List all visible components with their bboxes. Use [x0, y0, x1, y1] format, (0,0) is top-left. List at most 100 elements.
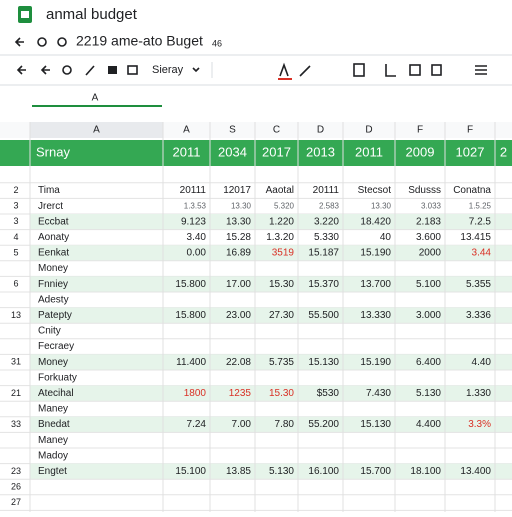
menu-icon[interactable] [475, 65, 487, 75]
name-box[interactable]: A [92, 93, 99, 104]
cell: 17.00 [226, 279, 251, 290]
cell: 5.130 [269, 466, 294, 477]
format-icon[interactable] [108, 66, 117, 74]
row-highlight [30, 354, 512, 370]
merge-icon[interactable] [385, 64, 396, 77]
cell: 1.3.20 [266, 232, 294, 243]
cell: $530 [317, 388, 340, 399]
cell: 2.183 [416, 216, 441, 227]
toolbar: Sieray [16, 62, 487, 80]
cell: 5.100 [416, 279, 441, 290]
cell: 5.130 [416, 388, 441, 399]
row-label: Maney [38, 404, 68, 415]
row-highlight [30, 276, 512, 292]
cell: 1.3.53 [184, 201, 207, 210]
cell: 3.220 [314, 216, 339, 227]
cell: Conatna [453, 185, 491, 196]
app-title: anmal budget [46, 6, 138, 23]
sheets-icon-inner [21, 11, 29, 18]
header-cell: 2 [500, 144, 507, 159]
cell: 4.40 [472, 357, 492, 368]
cell: 13.30 [231, 201, 252, 210]
redo-icon[interactable] [40, 65, 50, 75]
borders-icon[interactable] [353, 63, 365, 77]
cell: 15.370 [308, 279, 339, 290]
cell: 5.320 [274, 201, 295, 210]
cell: 7.2.5 [469, 216, 492, 227]
column-letter: F [467, 125, 473, 136]
align-icon[interactable] [409, 64, 421, 76]
row-label: Madoy [38, 450, 68, 461]
header-cell: 2013 [306, 144, 335, 159]
row-number: 31 [11, 357, 21, 367]
row-label: Aonaty [38, 232, 69, 243]
cell: 2.583 [319, 201, 340, 210]
cell: 12017 [223, 185, 251, 196]
doc-suffix: 46 [212, 38, 222, 48]
cell: 18.100 [410, 466, 441, 477]
undo-icon[interactable] [16, 65, 26, 75]
doc-title[interactable]: 2219 ame-ato Buget [76, 33, 203, 49]
cell: 20111 [313, 185, 340, 196]
row-label: Patepty [38, 310, 72, 321]
row-number: 6 [13, 279, 18, 289]
row-label: Fecraey [38, 341, 74, 352]
row-number: 23 [11, 466, 21, 476]
row-number: 33 [11, 419, 21, 429]
cell: 1.5.25 [469, 201, 492, 210]
row-label: Atecihal [38, 388, 74, 399]
row-number: 21 [11, 388, 21, 398]
selected-column-header [30, 122, 163, 138]
fill-icon[interactable] [299, 65, 311, 77]
paint-icon[interactable] [85, 65, 95, 76]
text-color-icon[interactable] [279, 62, 289, 77]
cell: 13.30 [226, 216, 251, 227]
row-number: 2 [13, 185, 18, 195]
row-label: Bnedat [38, 419, 70, 430]
row-number: 13 [11, 310, 21, 320]
wrap-icon[interactable] [431, 64, 442, 76]
cell: 3.000 [416, 310, 441, 321]
row-label: Eccbat [38, 216, 69, 227]
cell: 6.400 [416, 357, 441, 368]
sync-icon[interactable] [37, 37, 47, 47]
column-letter: D [365, 125, 372, 136]
cell: 13.700 [360, 279, 391, 290]
cell: 13.415 [460, 232, 491, 243]
cell: 15.130 [308, 357, 339, 368]
column-letter: A [93, 125, 100, 136]
column-letter: C [273, 125, 280, 136]
status-icon[interactable] [57, 37, 67, 47]
cell: 3.44 [472, 248, 492, 259]
header-cell: 1027 [456, 144, 485, 159]
zoom-icon[interactable] [127, 65, 138, 75]
cell: 15.28 [226, 232, 251, 243]
print-icon[interactable] [62, 65, 72, 75]
row-number: 4 [13, 232, 18, 242]
cell: 18.420 [360, 216, 391, 227]
cell: 7.80 [275, 419, 295, 430]
header-cell: 2011 [355, 144, 383, 159]
row-label: Eenkat [38, 248, 69, 259]
cell: 23.00 [226, 310, 251, 321]
cell: 15.800 [175, 310, 206, 321]
header-cell: 2034 [218, 144, 247, 159]
cell: 5.735 [269, 357, 294, 368]
cell: 3.40 [187, 232, 207, 243]
cell: 15.800 [175, 279, 206, 290]
row-number: 27 [11, 497, 21, 507]
cell: 3.033 [421, 201, 442, 210]
cell: 2000 [419, 248, 442, 259]
dropdown-arrow[interactable] [192, 67, 200, 73]
back-icon[interactable] [14, 37, 24, 47]
row-label: Fnniey [38, 279, 68, 290]
font-select[interactable]: Sieray [152, 64, 184, 76]
row-label: Adesty [38, 294, 69, 305]
cell: 7.00 [232, 419, 252, 430]
row-label: Tima [38, 185, 60, 196]
row-number: 3 [13, 201, 18, 211]
cell: 20111 [180, 185, 207, 196]
row-label: Cnity [38, 326, 61, 337]
row-highlight [30, 416, 512, 433]
cell: 3519 [272, 248, 295, 259]
